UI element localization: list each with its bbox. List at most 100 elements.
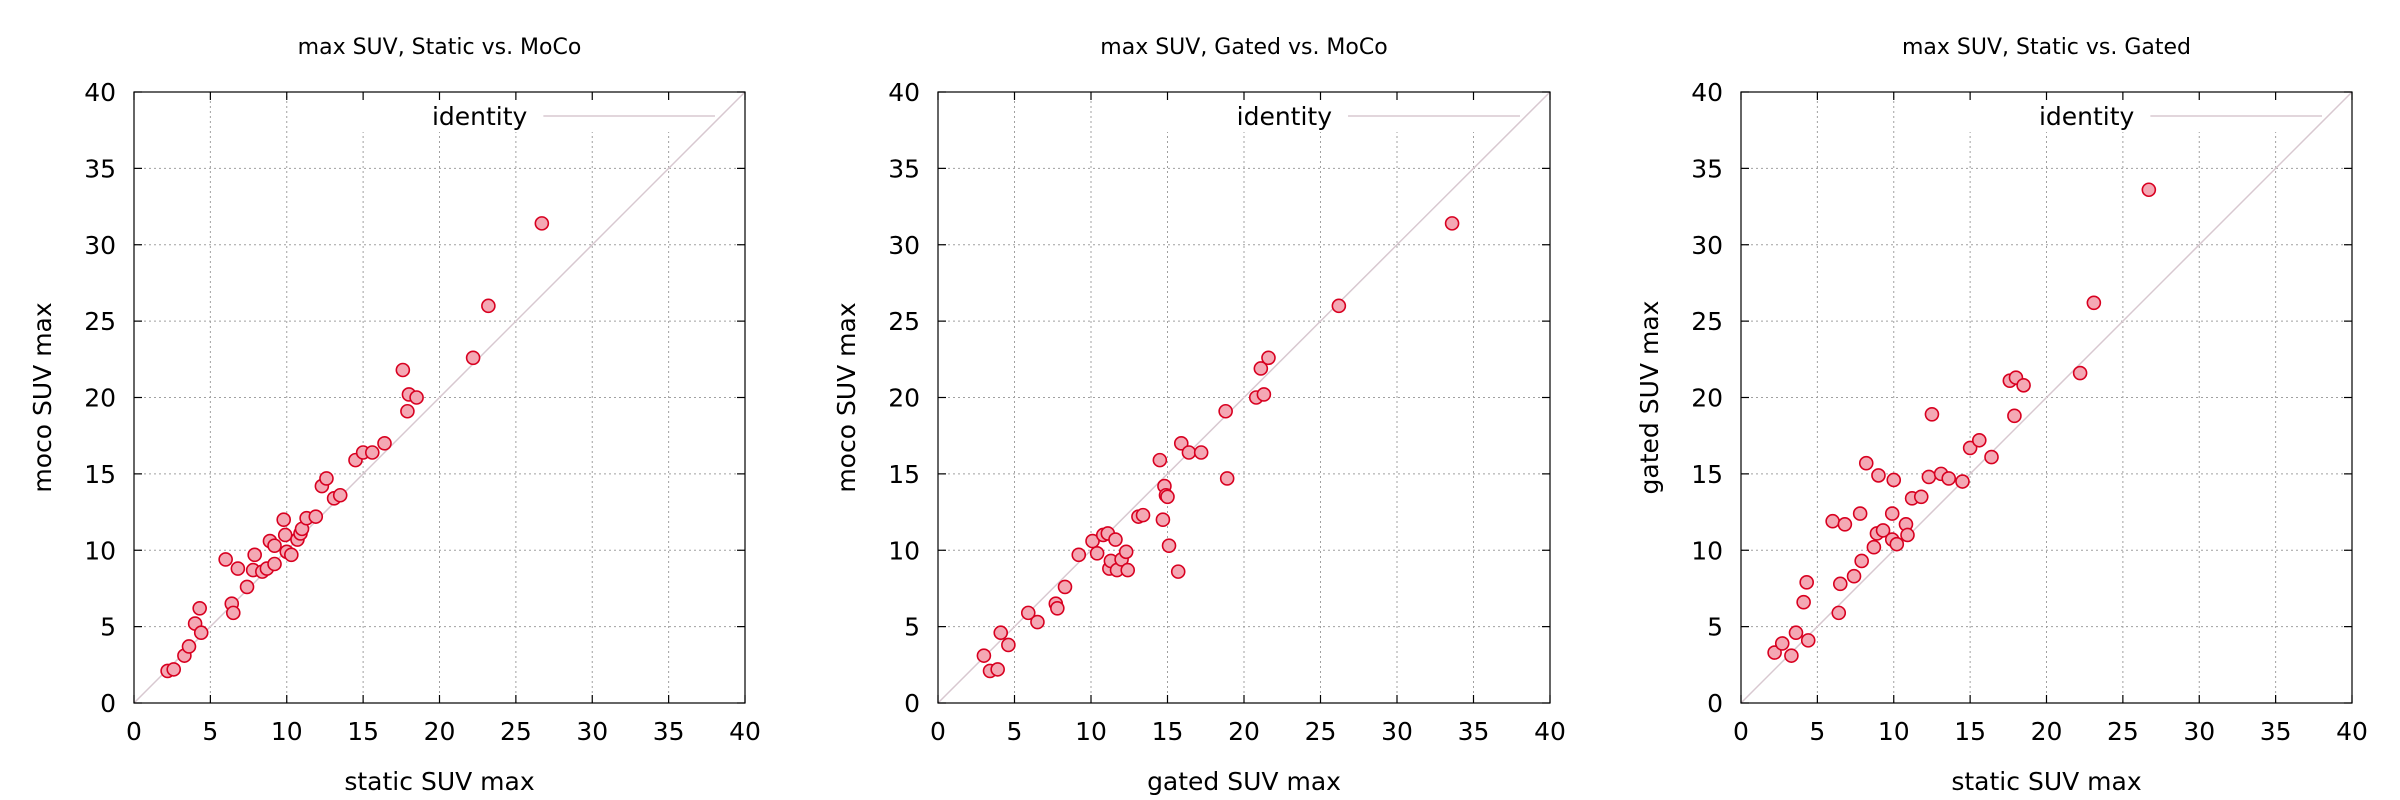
data-point [166, 662, 182, 677]
data-points [1767, 182, 2157, 663]
data-point [1831, 605, 1847, 621]
data-point [1900, 527, 1915, 543]
data-point [1796, 594, 1811, 610]
data-point [400, 403, 415, 419]
data-point [1218, 403, 1233, 419]
data-point [192, 600, 207, 616]
data-point [1866, 539, 1882, 555]
data-point [1941, 471, 1957, 486]
data-point [1921, 469, 1937, 485]
data-point [1955, 474, 1970, 489]
x-tick-label: 30 [576, 717, 608, 746]
y-tick-label: 10 [1691, 536, 1723, 565]
x-tick-label: 15 [1954, 717, 1986, 746]
data-point [395, 362, 411, 378]
legend-label: identity [1237, 102, 1333, 131]
y-tick-label: 25 [1691, 307, 1723, 336]
data-point [377, 436, 392, 451]
x-tick-label: 0 [126, 717, 142, 746]
x-tick-label: 30 [1381, 717, 1413, 746]
data-point [239, 579, 255, 595]
axis-ticks: 0 5 10 15 20 25 30 35 40 0 5 10 15 20 25 30 35 40 [84, 78, 761, 746]
data-point [2007, 408, 2022, 424]
data-point [284, 547, 299, 563]
y-tick-label: 40 [888, 78, 920, 107]
chart-title: max SUV, Static vs. MoCo [298, 35, 582, 60]
data-point [1071, 547, 1087, 563]
y-tick-label: 0 [904, 689, 920, 718]
data-point [1256, 387, 1272, 402]
data-point [1161, 538, 1177, 553]
x-tick-label: 5 [1007, 717, 1023, 746]
x-tick-label: 25 [500, 717, 532, 746]
x-tick-label: 10 [271, 717, 303, 746]
data-point [1886, 472, 1902, 488]
y-tick-label: 30 [888, 231, 920, 260]
data-point [1871, 468, 1886, 483]
x-tick-label: 15 [1152, 717, 1184, 746]
data-point [1767, 645, 1782, 660]
data-point [2086, 295, 2102, 311]
axis-ticks: 0 5 10 15 20 25 30 35 40 0 5 10 15 20 25 30 35 40 [888, 78, 1566, 746]
y-tick-label: 40 [1691, 78, 1723, 107]
data-point [1108, 532, 1123, 547]
data-point [1875, 523, 1891, 538]
x-tick-label: 0 [1733, 717, 1749, 746]
legend: identity [432, 102, 715, 131]
y-tick-label: 25 [888, 307, 920, 336]
legend-label: identity [432, 102, 528, 131]
data-point [1181, 445, 1197, 460]
data-point [1984, 449, 1999, 465]
data-point [225, 605, 241, 621]
x-tick-label: 5 [1809, 717, 1825, 746]
data-point [332, 487, 348, 503]
data-point [534, 216, 550, 231]
data-point [364, 445, 380, 460]
data-point [976, 648, 992, 663]
x-tick-label: 35 [2260, 717, 2292, 746]
data-point [218, 552, 233, 567]
y-tick-label: 35 [1691, 154, 1723, 183]
gridlines [1741, 92, 2352, 703]
data-point [1219, 471, 1235, 486]
data-point [1155, 512, 1171, 528]
x-tick-label: 10 [1075, 717, 1107, 746]
x-tick-label: 5 [202, 717, 218, 746]
x-axis-label: static SUV max [344, 767, 534, 796]
y-tick-label: 30 [1691, 231, 1723, 260]
data-point [1889, 536, 1905, 552]
data-point [247, 547, 262, 563]
data-point [1173, 436, 1189, 451]
scatter-panel-static-vs-gated: max SUV, Static vs. Gated static SUV max… [1635, 35, 2368, 796]
chart-title: max SUV, Static vs. Gated [1902, 35, 2191, 60]
x-tick-label: 15 [347, 717, 379, 746]
x-tick-label: 35 [1458, 717, 1490, 746]
data-point [1050, 600, 1065, 616]
x-tick-label: 30 [2183, 717, 2215, 746]
x-tick-label: 20 [424, 717, 456, 746]
y-tick-label: 0 [100, 689, 116, 718]
x-tick-label: 35 [653, 717, 685, 746]
data-point [1152, 452, 1168, 468]
legend-label: identity [2039, 102, 2135, 131]
data-point [1135, 507, 1151, 523]
y-tick-label: 15 [1691, 460, 1723, 489]
y-tick-label: 35 [84, 154, 116, 183]
y-axis-label: gated SUV max [1635, 301, 1664, 495]
y-tick-label: 25 [84, 307, 116, 336]
y-tick-label: 20 [1691, 384, 1723, 413]
data-point [267, 556, 282, 572]
x-tick-label: 10 [1878, 717, 1910, 746]
data-point [230, 561, 246, 576]
data-points [160, 216, 550, 679]
data-point [276, 512, 291, 528]
y-tick-label: 10 [84, 536, 116, 565]
x-tick-label: 20 [2031, 717, 2063, 746]
y-tick-label: 35 [888, 154, 920, 183]
data-point [277, 527, 293, 543]
x-tick-label: 0 [930, 717, 946, 746]
y-axis-label: moco SUV max [28, 302, 57, 492]
data-point [193, 625, 209, 641]
scatter-panel-gated-vs-moco: max SUV, Gated vs. MoCo gated SUV max mo… [832, 35, 1566, 796]
